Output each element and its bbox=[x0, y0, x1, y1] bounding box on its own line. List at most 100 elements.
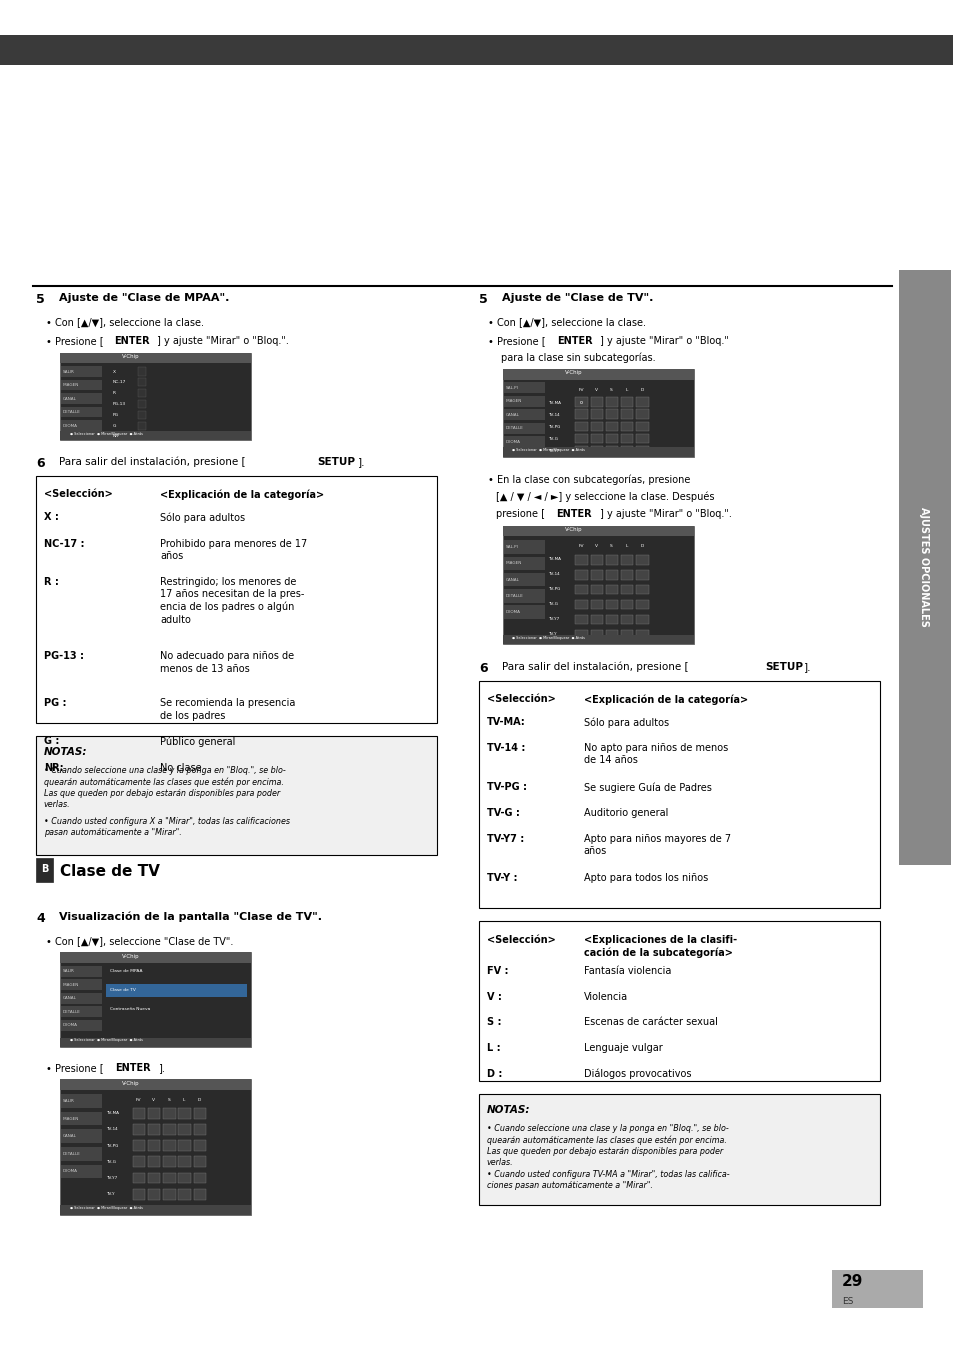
Text: TV-G: TV-G bbox=[548, 603, 558, 605]
Bar bbox=[148, 1108, 160, 1119]
Bar bbox=[60, 1079, 251, 1090]
Text: TV-MA: TV-MA bbox=[548, 401, 561, 404]
Text: 29: 29 bbox=[841, 1274, 862, 1289]
Bar bbox=[620, 446, 633, 455]
Text: TV-Y7 :: TV-Y7 : bbox=[486, 834, 523, 843]
Text: No apto para niños de menos
de 14 años: No apto para niños de menos de 14 años bbox=[583, 743, 727, 766]
Text: • Presione [: • Presione [ bbox=[488, 336, 545, 346]
Text: Restringido; los menores de
17 años necesitan de la pres-
encia de los padres o : Restringido; los menores de 17 años nece… bbox=[160, 577, 304, 624]
Bar bbox=[163, 1124, 175, 1135]
Bar bbox=[60, 952, 251, 1047]
Bar bbox=[636, 555, 648, 565]
Bar bbox=[575, 434, 587, 443]
Text: • Con [▲/▼], seleccione la clase.: • Con [▲/▼], seleccione la clase. bbox=[46, 317, 204, 327]
Text: ENTER: ENTER bbox=[115, 1063, 151, 1073]
Text: DETALLE: DETALLE bbox=[505, 594, 523, 597]
Bar bbox=[478, 1094, 879, 1205]
Bar bbox=[502, 526, 693, 536]
Text: V-Chip: V-Chip bbox=[122, 354, 139, 359]
Bar bbox=[60, 353, 251, 363]
Bar bbox=[590, 585, 602, 594]
Bar bbox=[61, 420, 102, 431]
Text: FV: FV bbox=[578, 544, 583, 549]
Text: • Cuando seleccione una clase y la ponga en "Bloq.", se blo-
quearán automáticam: • Cuando seleccione una clase y la ponga… bbox=[44, 766, 285, 809]
Bar bbox=[575, 615, 587, 624]
Text: Se sugiere Guía de Padres: Se sugiere Guía de Padres bbox=[583, 782, 711, 793]
Text: presione [: presione [ bbox=[496, 509, 544, 519]
Text: Lenguaje vulgar: Lenguaje vulgar bbox=[583, 1043, 662, 1052]
Text: V-Chip: V-Chip bbox=[122, 954, 139, 959]
Text: IMAGEN: IMAGEN bbox=[63, 1117, 79, 1120]
Text: SETUP: SETUP bbox=[764, 662, 802, 671]
Text: SETUP: SETUP bbox=[317, 457, 355, 466]
Bar bbox=[178, 1173, 191, 1183]
Text: <Explicación de la categoría>: <Explicación de la categoría> bbox=[583, 694, 747, 705]
Bar bbox=[620, 422, 633, 431]
Bar bbox=[61, 366, 102, 377]
Text: IDIOMA: IDIOMA bbox=[63, 1024, 78, 1027]
Bar bbox=[575, 446, 587, 455]
Text: DETALLE: DETALLE bbox=[63, 1152, 81, 1155]
Text: [▲ / ▼ / ◄ / ►] y seleccione la clase. Después: [▲ / ▼ / ◄ / ►] y seleccione la clase. D… bbox=[496, 492, 714, 503]
Bar bbox=[503, 423, 544, 434]
Text: IMAGEN: IMAGEN bbox=[63, 984, 79, 986]
Bar bbox=[590, 397, 602, 407]
Text: L :: L : bbox=[486, 1043, 499, 1052]
Text: NR:: NR: bbox=[44, 763, 64, 773]
Text: CANAL: CANAL bbox=[63, 397, 77, 400]
Bar bbox=[193, 1124, 206, 1135]
Bar bbox=[620, 585, 633, 594]
Text: ENTER: ENTER bbox=[556, 509, 591, 519]
Text: • Presione [: • Presione [ bbox=[46, 336, 103, 346]
Bar bbox=[60, 952, 251, 963]
Text: TV-14: TV-14 bbox=[548, 573, 559, 576]
Text: ● Seleccionar  ● Mirar/Bloquear  ● Atrás: ● Seleccionar ● Mirar/Bloquear ● Atrás bbox=[512, 636, 585, 639]
Text: IMAGEN: IMAGEN bbox=[63, 384, 79, 386]
Bar bbox=[36, 476, 436, 723]
Text: R: R bbox=[112, 392, 115, 394]
Text: Clase de TV: Clase de TV bbox=[110, 989, 135, 992]
Text: NC-17: NC-17 bbox=[112, 381, 126, 384]
Bar bbox=[178, 1124, 191, 1135]
Bar bbox=[636, 446, 648, 455]
Text: Apto para todos los niños: Apto para todos los niños bbox=[583, 873, 707, 882]
Bar bbox=[502, 526, 693, 644]
Bar bbox=[620, 434, 633, 443]
Text: TV-Y7: TV-Y7 bbox=[548, 450, 559, 453]
Bar bbox=[193, 1108, 206, 1119]
Text: Auditorio general: Auditorio general bbox=[583, 808, 667, 817]
Text: TV-MA: TV-MA bbox=[548, 558, 561, 561]
Text: Contraseña Nueva: Contraseña Nueva bbox=[110, 1008, 150, 1011]
Text: No adecuado para niños de
menos de 13 años: No adecuado para niños de menos de 13 añ… bbox=[160, 651, 294, 674]
Bar bbox=[636, 585, 648, 594]
Text: DETALLE: DETALLE bbox=[63, 1011, 81, 1013]
Bar bbox=[502, 369, 693, 380]
Text: Prohibido para menores de 17
años: Prohibido para menores de 17 años bbox=[160, 539, 307, 562]
Bar bbox=[148, 1173, 160, 1183]
Bar bbox=[620, 600, 633, 609]
Bar bbox=[132, 1124, 145, 1135]
Text: Sólo para adultos: Sólo para adultos bbox=[160, 512, 245, 523]
Text: R :: R : bbox=[44, 577, 59, 586]
Text: ENTER: ENTER bbox=[557, 336, 592, 346]
Text: L: L bbox=[183, 1098, 185, 1102]
Bar bbox=[575, 570, 587, 580]
Text: CANAL: CANAL bbox=[63, 1135, 77, 1138]
Bar bbox=[605, 615, 618, 624]
Text: TV-Y7: TV-Y7 bbox=[548, 617, 559, 620]
Text: IDIOMA: IDIOMA bbox=[505, 440, 520, 443]
Text: Visualización de la pantalla "Clase de TV".: Visualización de la pantalla "Clase de T… bbox=[59, 912, 322, 923]
Bar bbox=[132, 1173, 145, 1183]
Text: TV-G: TV-G bbox=[106, 1161, 115, 1163]
Text: TV-MA:: TV-MA: bbox=[486, 717, 525, 727]
Text: NC-17 :: NC-17 : bbox=[44, 539, 84, 549]
Bar bbox=[605, 570, 618, 580]
Bar bbox=[503, 605, 544, 619]
Bar bbox=[636, 570, 648, 580]
Bar bbox=[503, 573, 544, 586]
Bar bbox=[605, 446, 618, 455]
Text: V-Chip: V-Chip bbox=[564, 527, 581, 532]
Text: L: L bbox=[625, 388, 627, 392]
Text: <Explicación de la categoría>: <Explicación de la categoría> bbox=[160, 489, 324, 500]
Text: <Explicaciones de la clasifi-
cación de la subcategoría>: <Explicaciones de la clasifi- cación de … bbox=[583, 935, 737, 958]
